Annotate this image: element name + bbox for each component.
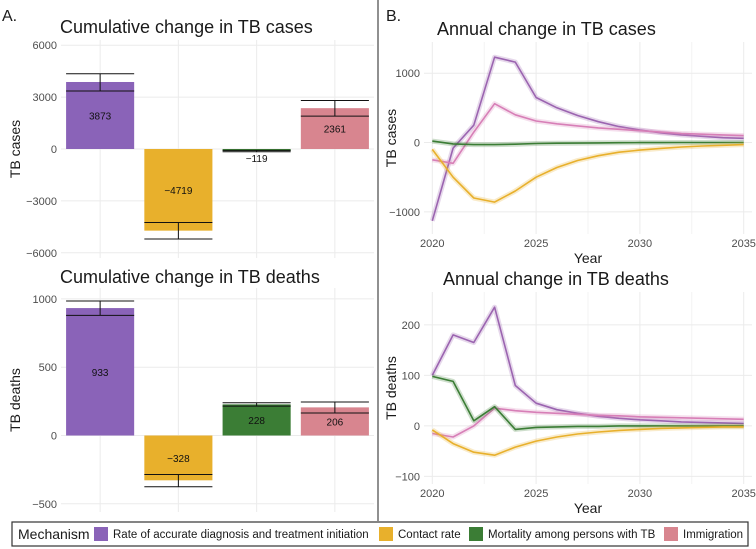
x-tick-label: 2020 <box>420 488 444 500</box>
legend-label-0: Rate of accurate diagnosis and treatment… <box>113 529 369 541</box>
legend-swatch-1 <box>379 527 393 541</box>
chart-title: Annual change in TB deaths <box>443 269 669 289</box>
y-tick-label: −3000 <box>26 196 57 208</box>
y-axis-label: TB deaths <box>7 368 23 432</box>
legend-label-3: Immigration <box>683 529 743 541</box>
legend-title: Mechanism <box>18 526 90 542</box>
deaths-line-chart: Annual change in TB deaths TB deaths Year 2… <box>383 269 756 516</box>
series-line-1 <box>432 102 744 165</box>
bar-1 <box>144 435 213 481</box>
x-axis-label: Year <box>574 250 603 266</box>
x-tick-label: 2030 <box>628 238 652 250</box>
legend-label-1: Contact rate <box>398 529 461 541</box>
series-line-2 <box>432 140 744 146</box>
series-line-1 <box>432 407 744 438</box>
bar-1 <box>144 149 213 231</box>
y-tick-label: 0 <box>414 421 420 433</box>
y-tick-label: 1000 <box>396 68 420 80</box>
bar-value-label-3: 2361 <box>324 125 347 136</box>
legend-swatch-0 <box>94 527 108 541</box>
deaths-bar-chart: Cumulative change in TB deaths TB deaths 1… <box>7 267 374 512</box>
legend-label-2: Mortality among persons with TB <box>488 529 656 541</box>
y-tick-label: 0 <box>51 431 57 443</box>
legend-swatch-3 <box>664 527 678 541</box>
bar-0 <box>66 308 135 436</box>
series-line-0 <box>431 56 744 222</box>
y-tick-label: 1000 <box>33 294 57 306</box>
bar-value-label-1: −328 <box>167 454 190 465</box>
y-axis-label: TB cases <box>7 120 23 178</box>
y-tick-label: 0 <box>414 138 420 150</box>
bar-0 <box>66 81 135 149</box>
legend-swatch-2 <box>469 527 483 541</box>
y-tick-label: 100 <box>402 370 420 382</box>
series-line-3 <box>431 143 744 203</box>
series-line-2 <box>432 375 744 431</box>
bar-value-label-1: −4719 <box>164 186 193 197</box>
y-tick-label: −1000 <box>389 207 420 219</box>
chart-title: Cumulative change in TB cases <box>60 17 313 37</box>
chart-title: Cumulative change in TB deaths <box>60 267 320 287</box>
y-tick-label: 500 <box>39 362 57 374</box>
y-tick-label: −100 <box>395 471 420 483</box>
panel-label-a: A. <box>2 8 17 25</box>
bar-2 <box>222 404 291 436</box>
bar-value-label-3: 206 <box>327 417 344 428</box>
y-tick-label: −6000 <box>26 248 57 260</box>
series-line-3 <box>431 426 744 457</box>
x-tick-label: 2035 <box>731 488 755 500</box>
x-tick-label: 2020 <box>420 238 444 250</box>
y-tick-label: 200 <box>402 320 420 332</box>
y-tick-label: 0 <box>51 144 57 156</box>
bar-value-label-0: 933 <box>92 368 109 379</box>
bar-value-label-0: 3873 <box>89 111 112 122</box>
panel-label-b: B. <box>386 8 401 25</box>
x-axis-label: Year <box>574 500 603 516</box>
y-tick-label: 3000 <box>33 92 57 104</box>
x-tick-label: 2035 <box>731 238 755 250</box>
y-axis-label: TB cases <box>383 109 399 167</box>
x-tick-label: 2025 <box>524 238 548 250</box>
y-tick-label: 6000 <box>33 40 57 52</box>
y-tick-label: −500 <box>32 499 57 511</box>
legend-frame <box>11 521 749 547</box>
x-tick-label: 2025 <box>524 488 548 500</box>
x-tick-label: 2030 <box>628 488 652 500</box>
bar-value-label-2: 228 <box>248 416 265 427</box>
cases-line-chart: Annual change in TB cases TB cases Year 202… <box>383 19 756 266</box>
legend: Mechanism Rate of accurate diagnosis and… <box>11 521 749 547</box>
y-axis-label: TB deaths <box>383 356 399 420</box>
cases-bar-chart: Cumulative change in TB cases TB cases 600… <box>7 17 374 260</box>
bar-value-label-2: −119 <box>246 154 268 165</box>
chart-title: Annual change in TB cases <box>437 19 656 39</box>
